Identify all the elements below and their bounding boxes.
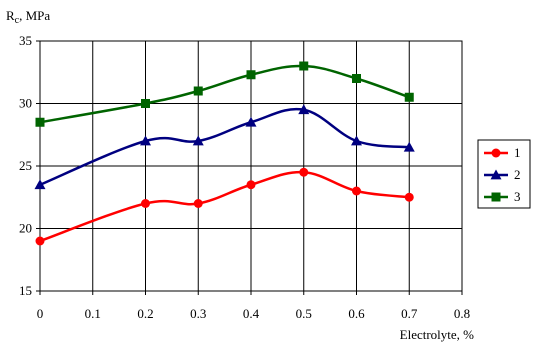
data-point [404, 92, 414, 102]
series-2 [34, 104, 415, 190]
data-point [299, 61, 309, 71]
data-point [141, 99, 150, 108]
y-tick-label: 20 [19, 221, 32, 236]
plot-series [34, 61, 415, 246]
series-3 [35, 61, 414, 127]
y-axis-title-unit: , MPa [19, 8, 50, 23]
legend-marker [491, 192, 501, 202]
x-tick-label: 0.5 [296, 306, 312, 321]
legend: 1 2 3 [477, 139, 531, 209]
y-axis-title: Rc, MPa [6, 8, 50, 26]
y-tick-label: 15 [19, 283, 32, 298]
x-tick-label: 0.7 [401, 306, 418, 321]
axes: 0 0.1 0.2 0.3 0.4 0.5 0.6 0.7 0.8 15 20 25 30 35 [19, 33, 470, 321]
data-point [35, 236, 45, 246]
data-point [140, 135, 151, 146]
data-point [35, 117, 45, 127]
legend-entry: 2 [484, 167, 521, 182]
data-point [246, 180, 256, 190]
x-tick-label: 0.8 [454, 306, 470, 321]
series-1 [35, 167, 414, 246]
legend-label: 2 [514, 167, 521, 182]
legend-marker [490, 169, 502, 180]
data-point [193, 199, 203, 208]
data-point [403, 141, 415, 152]
data-point [299, 167, 309, 177]
y-axis-title-subscript: c [15, 15, 20, 26]
data-point [404, 192, 414, 202]
x-tick-label: 0.1 [85, 306, 101, 321]
x-axis-title: Electrolyte, % [400, 327, 475, 342]
data-point [246, 70, 256, 80]
y-tick-label: 30 [19, 96, 32, 111]
legend-label: 1 [514, 145, 521, 160]
grid [39, 40, 463, 292]
data-point [352, 74, 361, 83]
x-tick-label: 0.2 [137, 306, 153, 321]
data-point [34, 179, 46, 190]
x-tick-label: 0.4 [243, 306, 260, 321]
data-point [298, 104, 310, 115]
data-point [192, 135, 204, 146]
legend-marker [491, 148, 501, 158]
data-point [352, 186, 361, 196]
data-point [351, 135, 362, 146]
x-tick-label: 0.6 [348, 306, 365, 321]
data-point [245, 116, 257, 127]
data-point [193, 86, 203, 96]
legend-entry: 1 [484, 145, 521, 160]
data-point [141, 199, 150, 208]
x-tick-label: 0 [37, 306, 44, 321]
y-axis-title-main: R [6, 8, 15, 23]
y-tick-label: 25 [19, 158, 32, 173]
y-tick-label: 35 [19, 33, 32, 48]
x-tick-label: 0.3 [190, 306, 206, 321]
legend-label: 3 [514, 189, 521, 204]
legend-entry: 3 [484, 189, 521, 204]
